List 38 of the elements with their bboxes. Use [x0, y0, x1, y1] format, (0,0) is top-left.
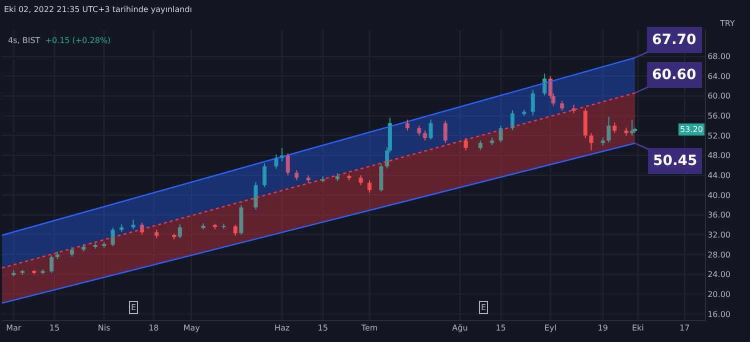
x-tick-label: Eyl: [544, 324, 556, 333]
text: 4s, BIST: [8, 36, 40, 45]
y-tick-label: 68.00: [708, 52, 731, 62]
annotation: E: [481, 303, 486, 312]
text: Eki 02, 2022 21:35 UTC+3 tarihinde yayınlandı: [4, 5, 192, 14]
x-tick-label: Haz: [274, 324, 290, 333]
x-tick-label: May: [183, 324, 200, 333]
x-tick-label: Ağu: [452, 324, 468, 333]
y-tick-label: 28.00: [708, 250, 731, 260]
y-tick-label: 16.00: [708, 310, 731, 319]
annotation: 60.60: [652, 67, 697, 83]
x-tick-label: Mar: [6, 324, 22, 333]
y-tick-label: 24.00: [708, 270, 731, 280]
y-tick-label: 52.00: [708, 131, 731, 140]
x-tick-label: Eki: [632, 324, 644, 333]
x-tick-label: 19: [598, 324, 608, 333]
y-tick-label: 20.00: [708, 290, 731, 300]
y-tick-label: 32.00: [708, 230, 731, 240]
x-tick-label: 18: [148, 324, 159, 333]
y-axis-title: TRY: [719, 19, 735, 28]
annotation: E: [131, 303, 136, 312]
x-tick-label: 15: [49, 324, 60, 333]
annotation: 67.70: [652, 32, 697, 48]
x-tick-label: 15: [318, 324, 328, 333]
x-tick-label: 15: [496, 324, 506, 333]
y-tick-label: 40.00: [708, 190, 731, 200]
x-tick-label: Nis: [98, 324, 110, 333]
y-tick-label: 60.00: [708, 92, 731, 101]
y-tick-label: 44.00: [708, 171, 731, 180]
annotation: 53.20: [680, 125, 703, 134]
y-tick-label: 36.00: [708, 210, 731, 220]
y-tick-label: 56.00: [708, 112, 731, 121]
x-tick-label: Tem: [360, 324, 378, 333]
y-tick-label: 64.00: [708, 72, 731, 81]
text: +0.15 (+0.28%): [45, 36, 111, 45]
x-tick-label: 17: [679, 324, 690, 333]
y-tick-label: 48.00: [708, 151, 731, 160]
annotation: 50.45: [653, 153, 698, 169]
